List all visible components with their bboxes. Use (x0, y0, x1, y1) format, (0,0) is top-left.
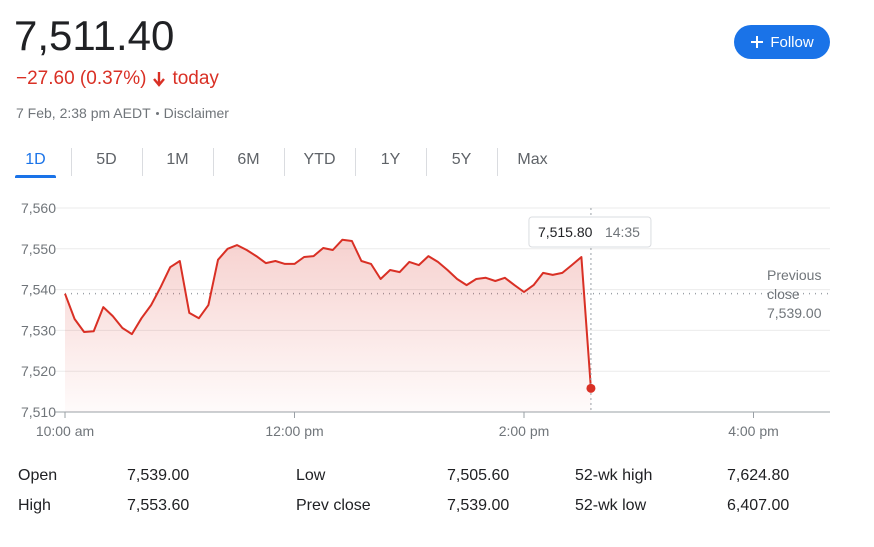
previous-close-text: Previous close (767, 266, 822, 302)
y-tick-label: 7,550 (21, 241, 56, 257)
x-tick-label: 2:00 pm (499, 423, 550, 439)
stat-label: 52-wk low (575, 497, 647, 514)
range-tab[interactable]: 6M (213, 146, 284, 178)
stat-value: 7,553.60 (127, 497, 190, 514)
tooltip-box (528, 216, 652, 248)
tooltip-time: 14:35 (605, 224, 640, 240)
price: 7,511.40 (14, 12, 175, 59)
timestamp-row: 7 Feb, 2:38 pm AEDT Disclaimer (16, 105, 229, 121)
y-tick-label: 7,530 (21, 322, 56, 338)
stat-label: 52-wk high (575, 467, 653, 484)
plus-icon (751, 36, 764, 48)
stat-value: 6,407.00 (727, 497, 790, 514)
stat-label: Low (296, 467, 326, 484)
stat-value: 7,505.60 (447, 467, 510, 484)
y-tick-label: 7,510 (21, 404, 56, 420)
range-tab[interactable]: 1Y (355, 146, 426, 178)
stat-label: Open (18, 467, 58, 484)
chart: 7,510 7,520 7,530 7,540 7,550 7,560 10:00 am 12… (21, 200, 830, 439)
range-tab[interactable]: 5D (71, 146, 142, 178)
stat-label: Prev close (296, 497, 371, 514)
previous-close-label: Previous close 7,539.00 (767, 266, 837, 323)
follow-label: Follow (770, 33, 814, 51)
range-tab[interactable]: 1M (142, 146, 213, 178)
y-tick-label: 7,540 (21, 282, 56, 298)
separator (155, 111, 159, 115)
range-tabs: 1D 5D 1M 6M YTD 1Y 5Y Max (0, 146, 568, 178)
x-tick-label: 4:00 pm (728, 423, 779, 439)
stat-value: 7,624.80 (727, 467, 790, 484)
stat-label: High (18, 497, 51, 514)
timestamp: 7 Feb, 2:38 pm AEDT (16, 105, 151, 121)
stat-value: 7,539.00 (447, 497, 510, 514)
follow-button[interactable]: Follow (734, 25, 830, 59)
down-arrow (153, 72, 166, 87)
disclaimer-link[interactable]: Disclaimer (163, 105, 229, 121)
x-tick-label: 12:00 pm (265, 423, 323, 439)
tooltip-value: 7,515.80 (538, 224, 593, 240)
range-tab[interactable]: 1D (0, 146, 71, 178)
period: today (172, 68, 219, 89)
previous-close-value: 7,539.00 (767, 304, 822, 321)
y-tick-label: 7,560 (21, 200, 56, 216)
last-point (586, 383, 596, 393)
range-tab[interactable]: YTD (284, 146, 355, 178)
change-row: −27.60 (0.37%) today (16, 68, 219, 90)
change: −27.60 (0.37%) (16, 68, 147, 89)
price-line (64, 238, 592, 389)
y-tick-label: 7,520 (21, 363, 56, 379)
area (65, 239, 591, 412)
x-tick-label: 10:00 am (36, 423, 94, 439)
range-tab[interactable]: 5Y (426, 146, 497, 178)
stat-value: 7,539.00 (127, 467, 190, 484)
range-tab[interactable]: Max (497, 146, 568, 178)
